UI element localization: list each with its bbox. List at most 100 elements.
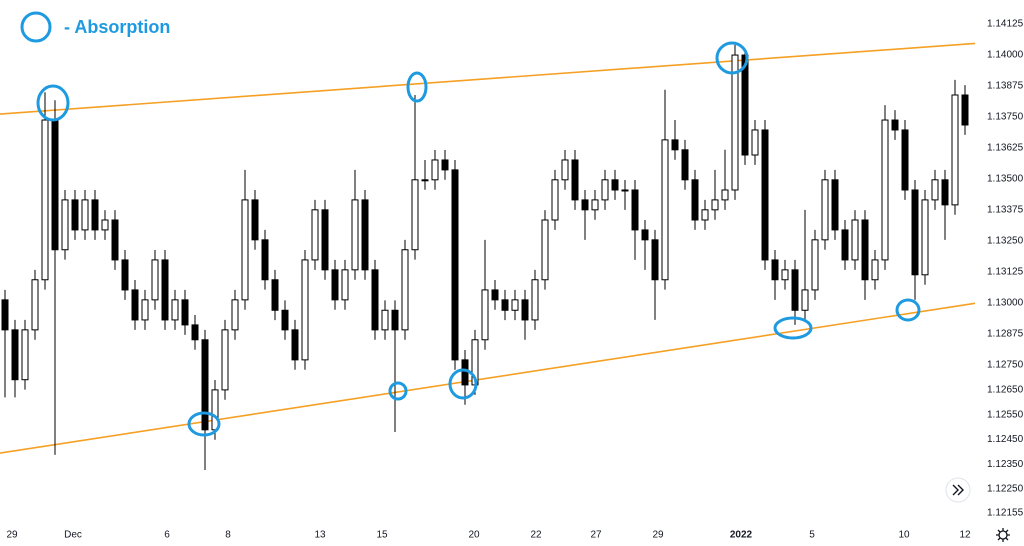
candle-body bbox=[11, 329, 19, 381]
candle-body bbox=[21, 329, 29, 381]
candle-body bbox=[711, 199, 719, 211]
scroll-button[interactable] bbox=[945, 477, 971, 503]
absorption-circle bbox=[773, 316, 813, 340]
candle-body bbox=[441, 159, 449, 171]
candle-body bbox=[671, 139, 679, 151]
candle-body bbox=[911, 189, 919, 276]
candle-body bbox=[741, 54, 749, 156]
candle-body bbox=[921, 199, 929, 276]
candle-body bbox=[751, 129, 759, 156]
y-tick-label: 1.13375 bbox=[987, 205, 1024, 216]
candle-body bbox=[421, 179, 429, 182]
candle-body bbox=[761, 129, 769, 261]
x-tick-label: Dec bbox=[64, 530, 82, 541]
candle-body bbox=[401, 249, 409, 331]
x-tick-label: 8 bbox=[225, 530, 231, 541]
candle-body bbox=[121, 259, 129, 291]
candle-body bbox=[211, 389, 219, 431]
candle-body bbox=[871, 259, 879, 281]
candle-body bbox=[661, 139, 669, 281]
x-tick-label: 2022 bbox=[730, 530, 753, 541]
y-tick-label: 1.12250 bbox=[987, 484, 1024, 495]
candle-body bbox=[721, 189, 729, 201]
candle-body bbox=[691, 179, 699, 221]
candle-body bbox=[1, 299, 9, 331]
y-tick-label: 1.12650 bbox=[987, 385, 1024, 396]
candle-body bbox=[131, 289, 139, 321]
trendline bbox=[0, 42, 976, 115]
y-tick-label: 1.14125 bbox=[987, 19, 1024, 30]
candle-body bbox=[491, 289, 499, 301]
absorption-markers bbox=[20, 11, 921, 437]
settings-icon-spokes bbox=[996, 528, 1010, 542]
candle-body bbox=[851, 219, 859, 261]
candle-body bbox=[261, 239, 269, 281]
candle-body bbox=[931, 179, 939, 201]
candle-body bbox=[41, 119, 49, 281]
candle-body bbox=[811, 239, 819, 291]
candle-body bbox=[151, 259, 159, 301]
trendline bbox=[0, 302, 976, 454]
candle-body bbox=[641, 229, 649, 241]
absorption-circle bbox=[406, 71, 428, 103]
y-tick-label: 1.13750 bbox=[987, 112, 1024, 123]
legend-circle bbox=[20, 11, 52, 43]
candle-body bbox=[521, 299, 529, 321]
candle-body bbox=[951, 94, 959, 206]
candle-body bbox=[191, 324, 199, 341]
candle-body bbox=[221, 329, 229, 391]
candle-body bbox=[111, 219, 119, 261]
legend-text: - Absorption bbox=[64, 17, 170, 37]
y-tick-label: 1.13500 bbox=[987, 174, 1024, 185]
candle-body bbox=[791, 269, 799, 311]
y-tick-label: 1.12750 bbox=[987, 360, 1024, 371]
y-tick-label: 1.12550 bbox=[987, 409, 1024, 420]
candle-body bbox=[531, 279, 539, 321]
y-tick-label: 1.13000 bbox=[987, 298, 1024, 309]
candle-body bbox=[701, 209, 709, 221]
candle-body bbox=[51, 119, 59, 251]
candle-body bbox=[821, 179, 829, 241]
candle-body bbox=[391, 309, 399, 331]
absorption-circle bbox=[715, 41, 749, 75]
candle-body bbox=[141, 299, 149, 321]
candle-body bbox=[571, 159, 579, 201]
candle-body bbox=[581, 199, 589, 211]
scroll-icon bbox=[952, 484, 964, 496]
candle-body bbox=[351, 199, 359, 271]
x-tick-label: 10 bbox=[898, 530, 910, 541]
absorption-circle bbox=[388, 381, 408, 401]
candle-body bbox=[941, 179, 949, 206]
candle-body bbox=[621, 189, 629, 192]
candle-body bbox=[901, 129, 909, 191]
candle-body bbox=[31, 279, 39, 331]
candle-body bbox=[551, 179, 559, 221]
candle-body bbox=[161, 259, 169, 321]
candle-body bbox=[71, 199, 79, 231]
candle-body bbox=[251, 199, 259, 241]
candle-body bbox=[781, 269, 789, 281]
candle-body bbox=[881, 119, 889, 261]
absorption-circle bbox=[187, 411, 221, 437]
candle-body bbox=[371, 269, 379, 331]
candle-body bbox=[311, 209, 319, 261]
candle-body bbox=[321, 209, 329, 271]
absorption-circle bbox=[36, 84, 70, 122]
plot: 1.14125 1.14000 1.13875 1.13750 1.13625 1.135… bbox=[0, 19, 1024, 541]
settings-button[interactable] bbox=[996, 528, 1010, 542]
candle-body bbox=[731, 54, 739, 191]
candle-body bbox=[241, 199, 249, 301]
candle-body bbox=[591, 199, 599, 211]
x-tick-label: 15 bbox=[376, 530, 388, 541]
candle-body bbox=[291, 329, 299, 361]
x-tick-label: 29 bbox=[6, 530, 18, 541]
x-tick-label: 22 bbox=[530, 530, 542, 541]
candle-body bbox=[861, 219, 869, 281]
candle-body bbox=[451, 169, 459, 361]
candle-body bbox=[341, 269, 349, 301]
candle-body bbox=[961, 94, 969, 126]
candle-body bbox=[301, 259, 309, 361]
x-tick-label: 13 bbox=[314, 530, 326, 541]
